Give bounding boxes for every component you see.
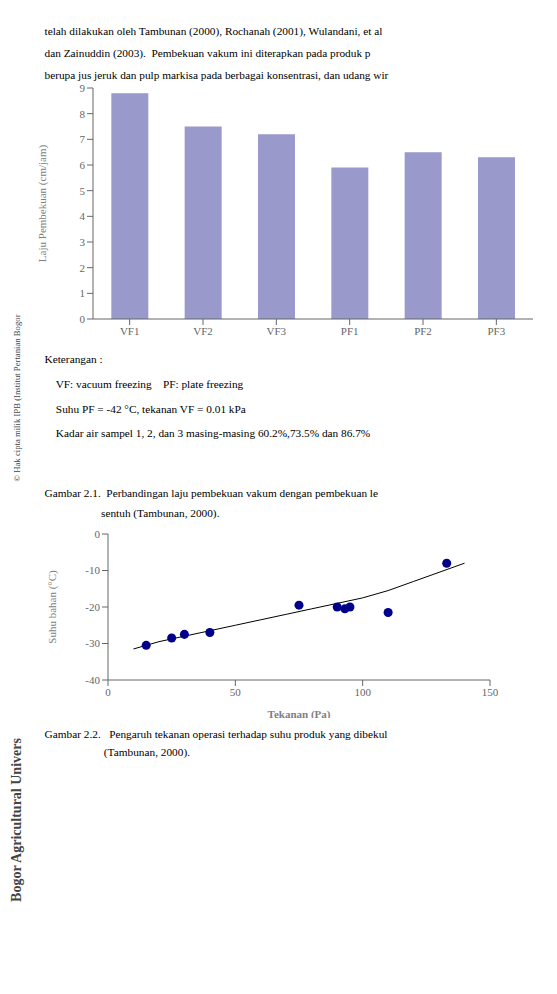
svg-text:6: 6 [80, 159, 86, 171]
svg-text:Tekanan (Pa): Tekanan (Pa) [268, 708, 331, 718]
svg-text:1: 1 [80, 287, 86, 299]
svg-text:3: 3 [80, 236, 86, 248]
html-text:Keterangan :: Keterangan : [44, 353, 103, 365]
html-text:Kadar air sampel 1, 2, dan 3 m: Kadar air sampel 1, 2, dan 3 masing-masi… [44, 427, 371, 439]
svg-text:VF1: VF1 [120, 325, 140, 337]
html-text:Suhu PF = -42 °C, tekanan VF =: Suhu PF = -42 °C, tekanan VF = 0.01 kPa [44, 403, 246, 415]
svg-text:-10: -10 [85, 564, 100, 576]
svg-text:8: 8 [80, 108, 86, 120]
svg-text:PF1: PF1 [341, 325, 359, 337]
svg-text:PF3: PF3 [487, 325, 505, 337]
html-text:(Tambunan, 2000).: (Tambunan, 2000). [44, 746, 190, 758]
html-text:Gambar 2.1. Perbandingan laju: Gambar 2.1. Perbandingan laju pembekuan … [44, 487, 378, 499]
html-text:dan Zainuddin (2003). Pembekua: dan Zainuddin (2003). Pembekuan vakum in… [44, 47, 371, 59]
svg-text:-30: -30 [85, 637, 100, 649]
svg-text:0: 0 [95, 528, 101, 540]
svg-text:Suhu bahan (°C): Suhu bahan (°C) [46, 570, 59, 644]
svg-text:VF3: VF3 [267, 325, 287, 337]
html-text:berupa jus jeruk dan pulp mark: berupa jus jeruk dan pulp markisa pada b… [44, 69, 389, 81]
svg-text:7: 7 [80, 133, 86, 145]
svg-text:-20: -20 [85, 601, 100, 613]
html-text:Gambar 2.2. Pengaruh tekanan o: Gambar 2.2. Pengaruh tekanan operasi ter… [44, 728, 388, 740]
svg-text:PF2: PF2 [414, 325, 432, 337]
svg-text:2: 2 [80, 262, 86, 274]
html-text:Bogor Agricultural Univers: Bogor Agricultural Univers [8, 738, 24, 902]
svg-text:50: 50 [230, 686, 242, 698]
svg-text:0: 0 [80, 313, 86, 325]
svg-text:9: 9 [80, 82, 86, 94]
svg-text:Laju Pembekuan (cm/jam): Laju Pembekuan (cm/jam) [36, 145, 49, 263]
svg-text:5: 5 [80, 185, 86, 197]
svg-text:150: 150 [482, 686, 499, 698]
svg-text:VF2: VF2 [193, 325, 213, 337]
svg-text:4: 4 [80, 210, 86, 222]
svg-text:100: 100 [354, 686, 371, 698]
svg-text:-40: -40 [85, 674, 100, 686]
svg-text:0: 0 [105, 686, 111, 698]
html-text:telah dilakukan oleh Tambunan: telah dilakukan oleh Tambunan (2000), Ro… [44, 25, 383, 37]
html-text:VF: vacuum freezing PF: plate: VF: vacuum freezing PF: plate freezing [44, 378, 244, 390]
html-text:© Hak cipta milik IPB (Institu: © Hak cipta milik IPB (Institut Pertania… [11, 314, 22, 482]
html-text:sentuh (Tambunan, 2000).: sentuh (Tambunan, 2000). [44, 507, 220, 519]
